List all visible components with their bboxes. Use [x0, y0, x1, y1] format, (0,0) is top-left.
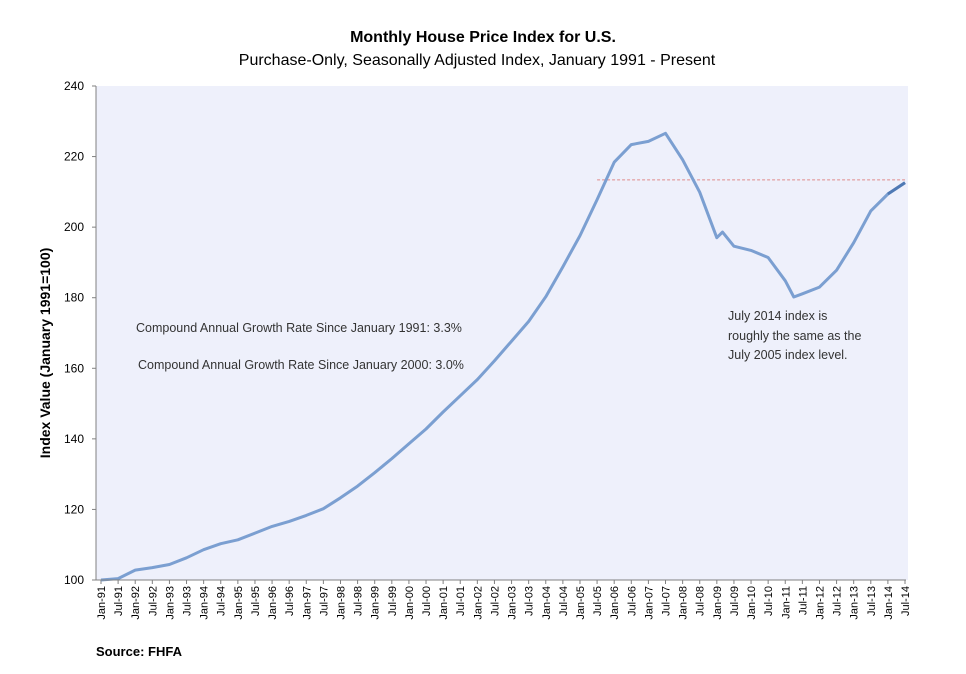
x-tick-label: Jul-02 — [489, 586, 501, 616]
x-tick-label: Jan-02 — [472, 586, 484, 620]
chart-title: Monthly House Price Index for U.S. — [350, 29, 616, 46]
x-tick-label: Jul-10 — [763, 586, 775, 616]
x-tick-label: Jul-11 — [797, 586, 809, 615]
x-tick-label: Jul-09 — [729, 586, 741, 616]
x-tick-label: Jul-07 — [661, 586, 673, 616]
x-tick-label: Jul-97 — [318, 586, 330, 616]
x-tick-label: Jan-04 — [541, 586, 553, 620]
x-tick-label: Jan-03 — [507, 586, 519, 620]
x-tick-label: Jan-93 — [164, 586, 176, 620]
chart-subtitle: Purchase-Only, Seasonally Adjusted Index… — [239, 52, 716, 69]
x-tick-label: Jul-94 — [216, 586, 228, 616]
plot-area — [96, 86, 908, 580]
x-tick-label: Jul-06 — [626, 586, 638, 616]
x-tick-label: Jul-08 — [695, 586, 707, 616]
x-tick-label: Jan-08 — [678, 586, 690, 620]
x-tick-label: Jul-99 — [387, 586, 399, 616]
x-tick-label: Jul-96 — [284, 586, 296, 616]
x-tick-label: Jan-10 — [746, 586, 758, 620]
y-tick-label: 160 — [64, 361, 84, 375]
x-tick-label: Jul-01 — [455, 586, 467, 616]
y-axis-label: Index Value (January 1991=100) — [37, 248, 53, 459]
cagr-2000-annotation: Compound Annual Growth Rate Since Januar… — [138, 358, 464, 372]
y-tick-label: 100 — [64, 573, 84, 587]
cagr-1991-annotation: Compound Annual Growth Rate Since Januar… — [136, 321, 462, 335]
x-tick-label: Jan-01 — [438, 586, 450, 620]
y-tick-label: 120 — [64, 502, 84, 516]
x-tick-label: Jul-91 — [113, 586, 125, 616]
x-tick-label: Jan-14 — [883, 586, 895, 620]
x-tick-label: Jul-98 — [353, 586, 365, 616]
july-2014-note-line-2: roughly the same as the — [728, 329, 861, 343]
series-line — [100, 131, 906, 582]
y-tick-label: 220 — [64, 150, 84, 164]
x-tick-label: Jul-95 — [250, 586, 262, 616]
x-tick-label: Jan-05 — [575, 586, 587, 620]
x-tick-label: Jul-93 — [182, 586, 194, 616]
x-tick-label: Jan-96 — [267, 586, 279, 620]
y-tick-label: 200 — [64, 220, 84, 234]
x-tick-label: Jan-99 — [370, 586, 382, 620]
x-tick-label: Jan-91 — [96, 586, 108, 620]
x-tick-label: Jan-07 — [643, 586, 655, 620]
x-tick-label: Jan-13 — [849, 586, 861, 620]
source-note: Source: FHFA — [96, 644, 183, 659]
x-tick-label: Jan-98 — [335, 586, 347, 620]
x-tick-label: Jul-14 — [900, 586, 912, 616]
x-tick-label: Jan-95 — [233, 586, 245, 620]
july-2014-note-line-1: July 2014 index is — [728, 309, 827, 323]
y-tick-label: 180 — [64, 291, 84, 305]
x-tick-label: Jul-00 — [421, 586, 433, 616]
x-tick-label: Jan-11 — [780, 586, 792, 619]
x-tick-label: Jan-09 — [712, 586, 724, 620]
x-tick-label: Jul-03 — [524, 586, 536, 616]
y-tick-label: 240 — [64, 79, 84, 93]
x-tick-label: Jan-94 — [199, 586, 211, 620]
y-tick-label: 140 — [64, 432, 84, 446]
x-tick-label: Jul-92 — [147, 586, 159, 616]
x-tick-label: Jan-92 — [130, 586, 142, 620]
x-tick-label: Jan-97 — [301, 586, 313, 620]
latest-segment-line — [887, 181, 906, 196]
x-tick-label: Jul-05 — [592, 586, 604, 616]
x-tick-label: Jul-04 — [558, 586, 570, 616]
x-tick-label: Jan-12 — [814, 586, 826, 620]
x-tick-label: Jul-13 — [866, 586, 878, 616]
july-2014-note-line-3: July 2005 index level. — [728, 348, 848, 362]
x-tick-label: Jan-06 — [609, 586, 621, 620]
x-tick-label: Jul-12 — [832, 586, 844, 616]
x-tick-label: Jan-00 — [404, 586, 416, 620]
